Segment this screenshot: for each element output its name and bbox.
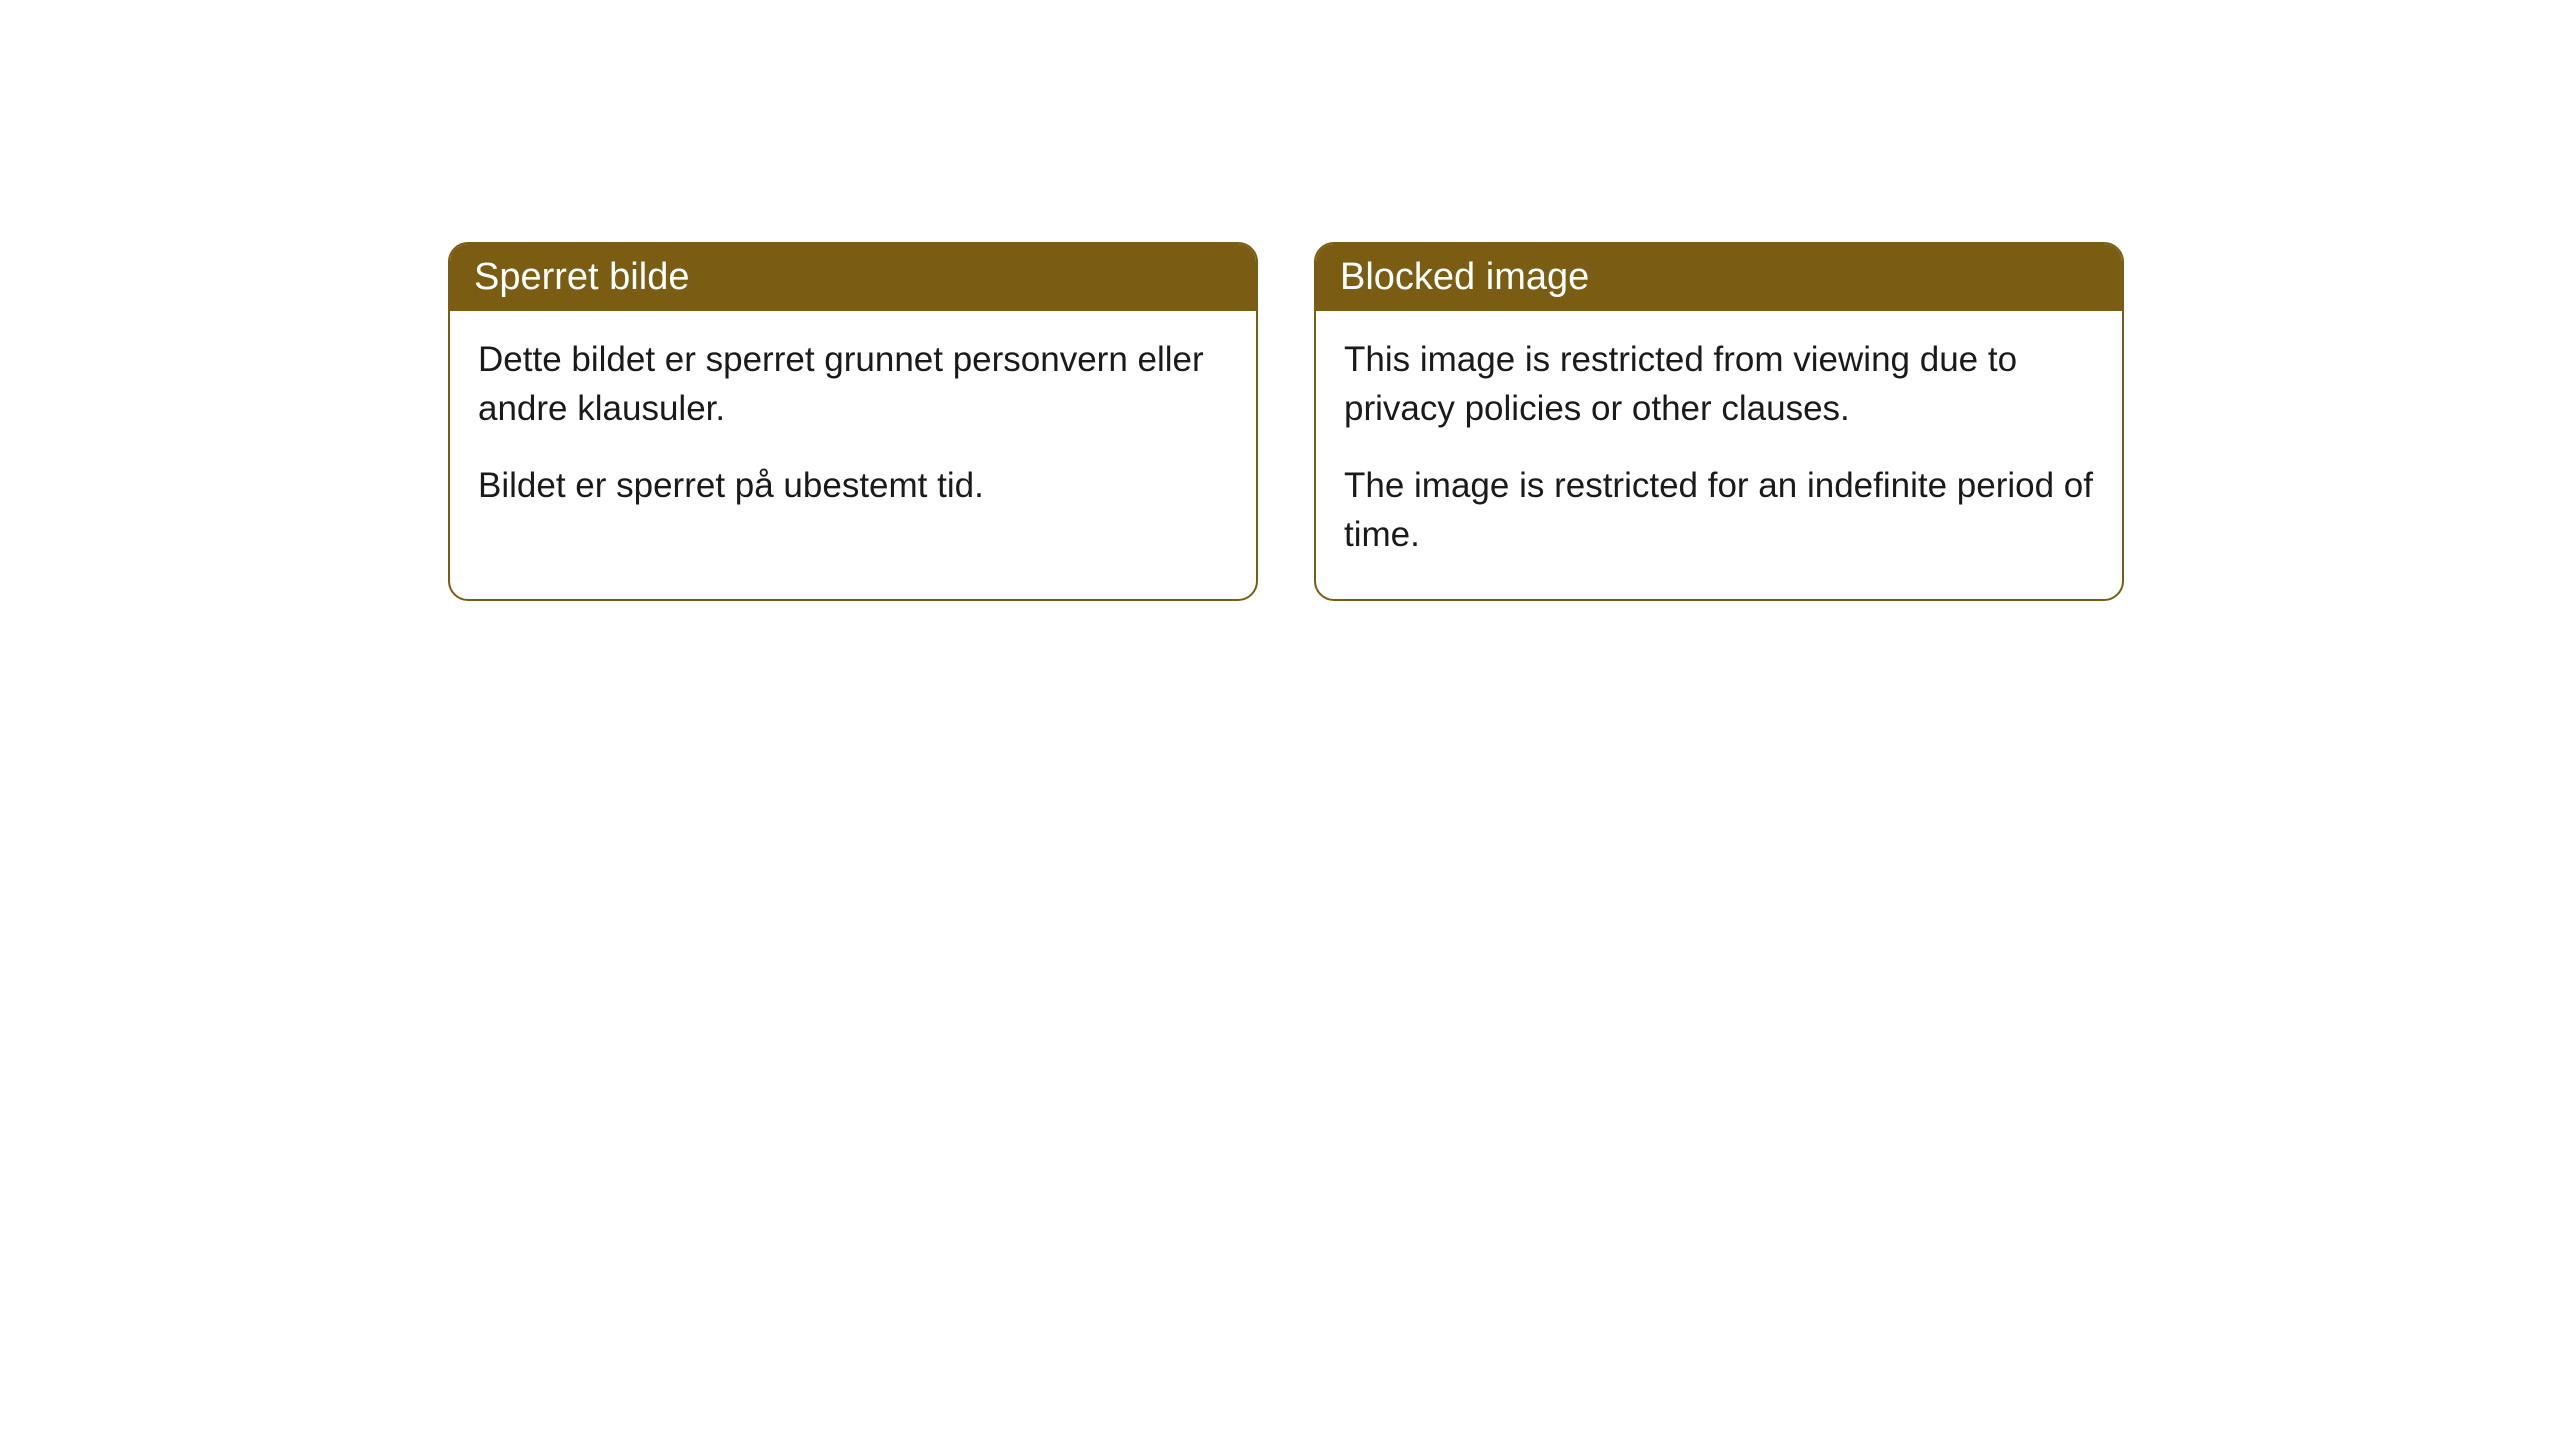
card-text-no-2: Bildet er sperret på ubestemt tid. bbox=[478, 461, 1228, 510]
blocked-image-card-en: Blocked image This image is restricted f… bbox=[1314, 242, 2124, 601]
blocked-image-card-no: Sperret bilde Dette bildet er sperret gr… bbox=[448, 242, 1258, 601]
card-text-en-2: The image is restricted for an indefinit… bbox=[1344, 461, 2094, 559]
cards-container: Sperret bilde Dette bildet er sperret gr… bbox=[448, 242, 2124, 601]
card-body-no: Dette bildet er sperret grunnet personve… bbox=[450, 311, 1256, 550]
card-header-no: Sperret bilde bbox=[450, 244, 1256, 311]
card-text-no-1: Dette bildet er sperret grunnet personve… bbox=[478, 335, 1228, 433]
card-body-en: This image is restricted from viewing du… bbox=[1316, 311, 2122, 599]
card-text-en-1: This image is restricted from viewing du… bbox=[1344, 335, 2094, 433]
card-header-en: Blocked image bbox=[1316, 244, 2122, 311]
